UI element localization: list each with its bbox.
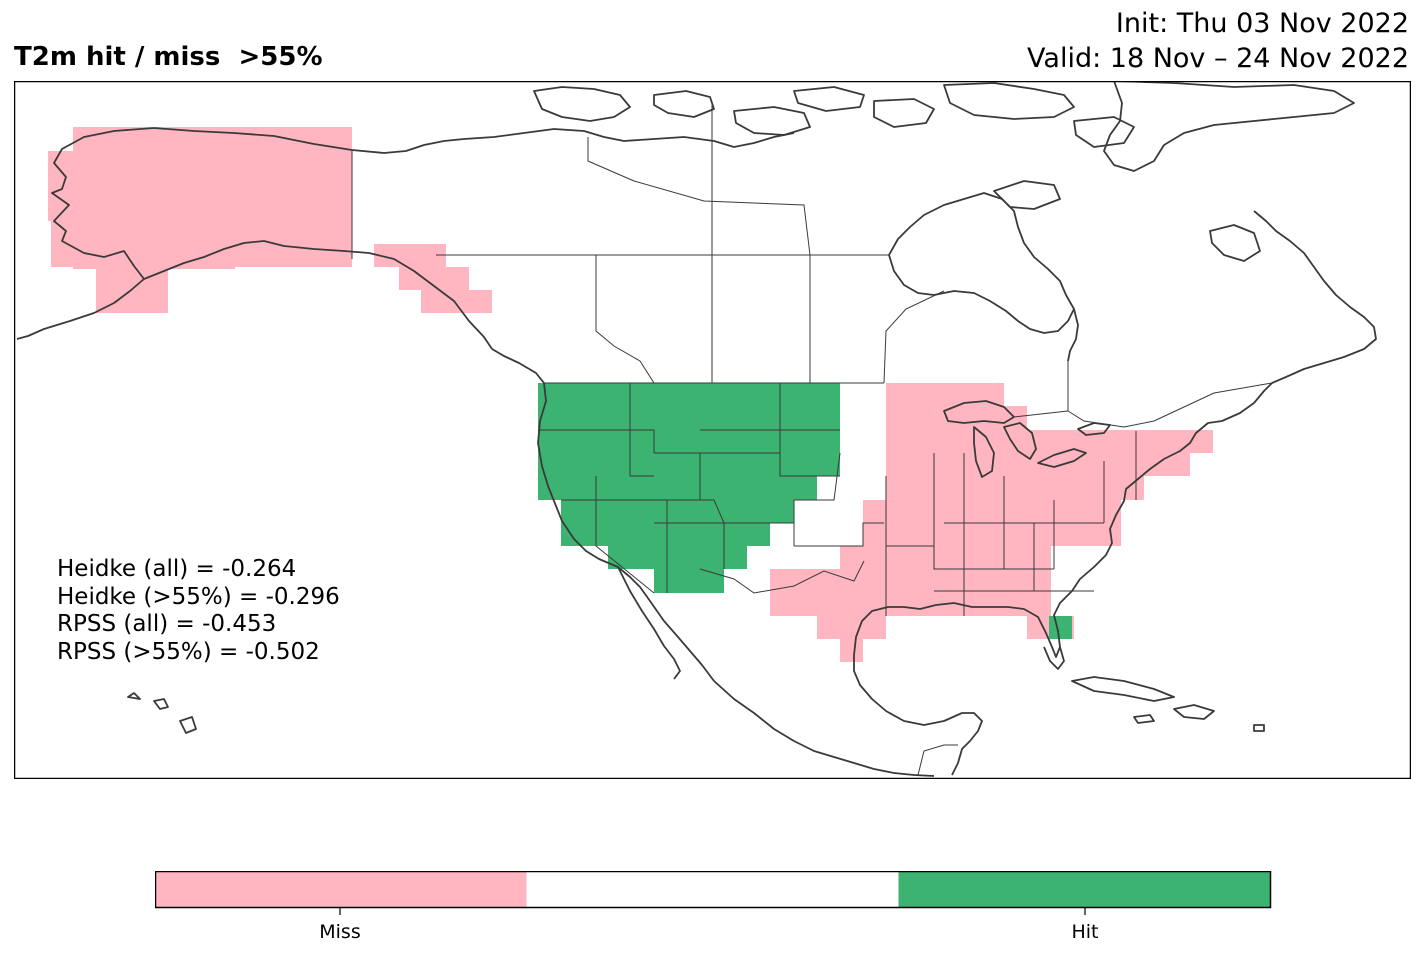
skill-scores: Heidke (all) = -0.264 Heidke (>55%) = -0… — [57, 556, 340, 666]
forecast-map — [14, 81, 1411, 779]
init-date: Init: Thu 03 Nov 2022 — [1115, 8, 1409, 39]
miss-region-alaska — [48, 127, 352, 269]
hit-regions — [538, 383, 1072, 639]
miss-region-se-alaska — [374, 244, 492, 313]
heidke-all-score: Heidke (all) = -0.264 — [57, 556, 297, 582]
colorbar-miss-segment — [155, 871, 527, 908]
map-title: T2m hit / miss >55% — [14, 42, 323, 72]
colorbar-hit-segment — [898, 871, 1271, 908]
colorbar-neutral-segment — [526, 871, 899, 908]
hit-region-western-us — [538, 383, 840, 593]
rpss-55-score: RPSS (>55%) = -0.502 — [57, 638, 320, 665]
heidke-55-score: Heidke (>55%) = -0.296 — [57, 583, 340, 610]
colorbar-label-miss: Miss — [319, 921, 361, 943]
map-frame — [14, 81, 1411, 779]
coastlines — [16, 81, 1377, 777]
colorbar — [155, 871, 1272, 915]
rpss-all-score: RPSS (all) = -0.453 — [57, 611, 277, 637]
colorbar-label-hit: Hit — [1071, 921, 1099, 943]
borders — [351, 101, 1273, 776]
hit-region-florida — [1049, 616, 1072, 639]
valid-period: Valid: 18 Nov – 24 Nov 2022 — [1027, 43, 1409, 74]
